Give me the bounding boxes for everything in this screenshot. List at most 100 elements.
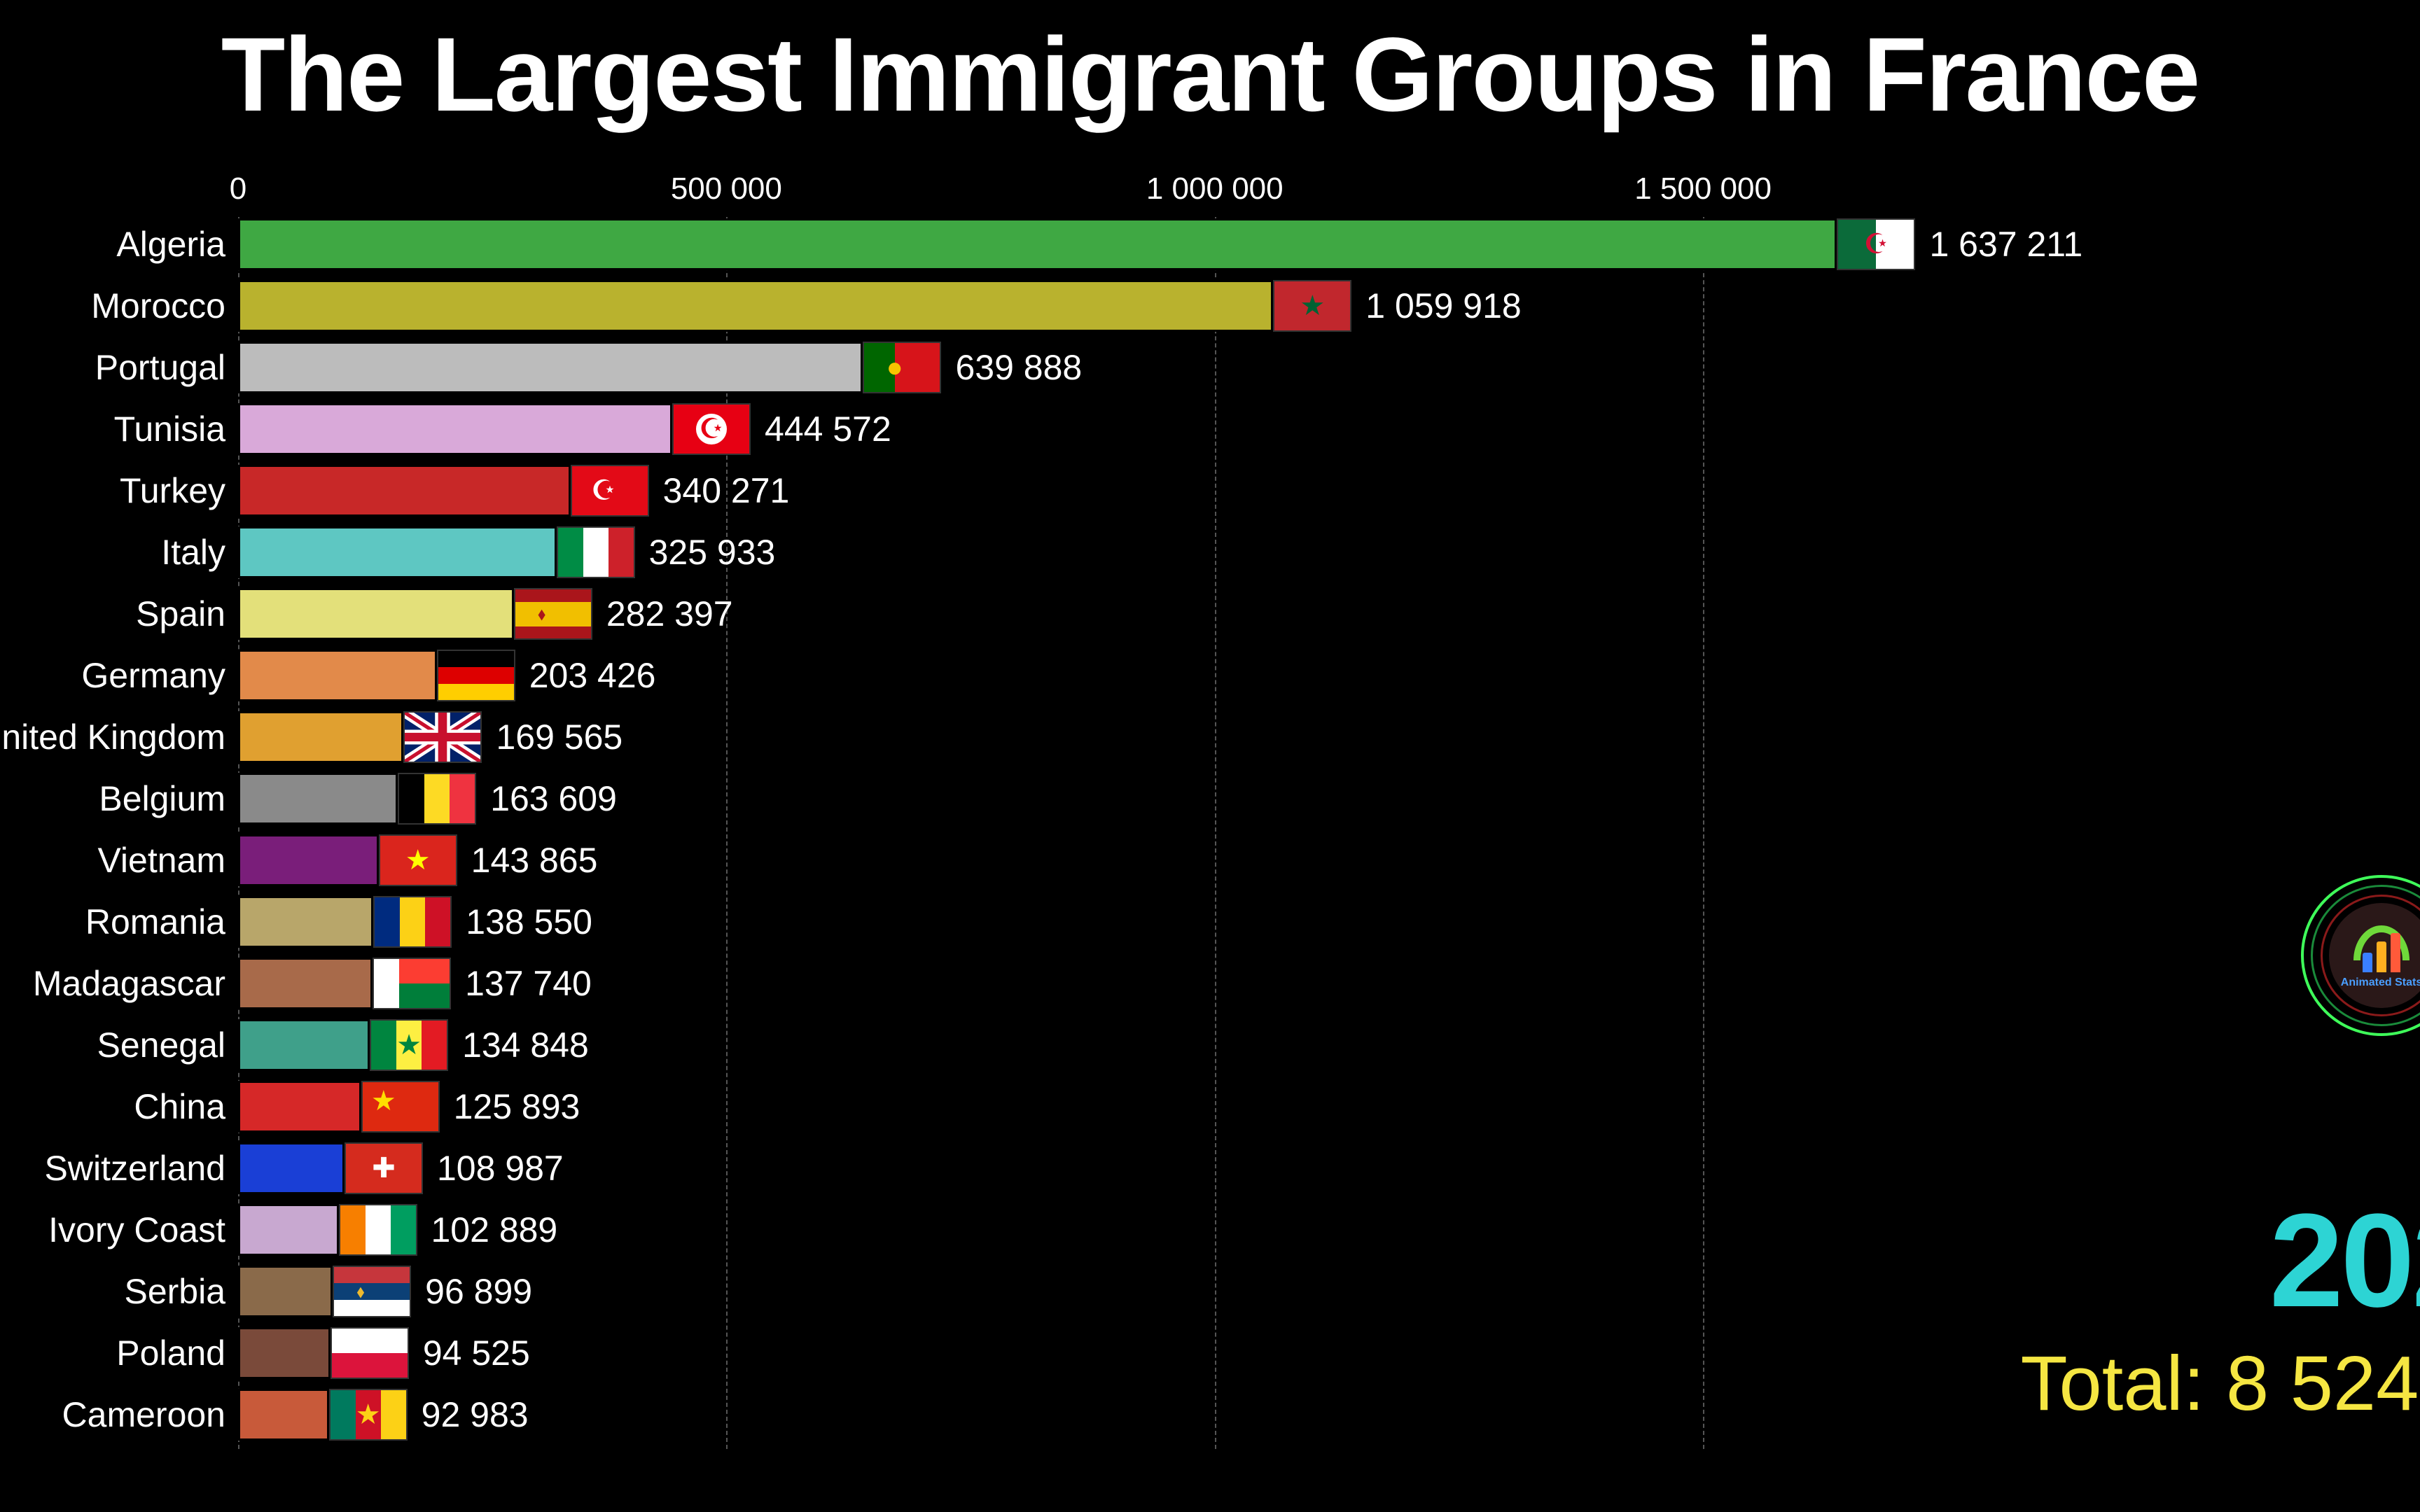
logo-text: Animated Stats xyxy=(2341,976,2420,989)
country-label: Tunisia xyxy=(114,409,225,449)
country-label: Switzerland xyxy=(45,1148,225,1189)
flag-icon xyxy=(398,773,476,825)
flag-icon: ☪ xyxy=(1837,218,1915,270)
country-label: Vietnam xyxy=(97,840,225,881)
bar xyxy=(238,1081,361,1133)
flag-icon xyxy=(403,711,482,763)
value-label: 96 899 xyxy=(425,1271,532,1312)
country-label: Algeria xyxy=(116,224,225,265)
country-label: Serbia xyxy=(124,1271,225,1312)
bar-row: Germany203 426 xyxy=(238,648,2094,703)
bar xyxy=(238,711,403,763)
chart-title: The Largest Immigrant Groups in France xyxy=(221,14,2199,135)
value-label: 340 271 xyxy=(663,470,790,511)
country-label: Belgium xyxy=(99,778,225,819)
flag-icon xyxy=(339,1204,417,1256)
value-label: 163 609 xyxy=(490,778,617,819)
value-label: 1 059 918 xyxy=(1365,286,1521,326)
country-label: Spain xyxy=(136,594,225,634)
country-label: United Kingdom xyxy=(0,717,225,757)
value-label: 203 426 xyxy=(529,655,656,696)
flag-icon: ★ xyxy=(1273,280,1351,332)
bar-row: Senegal★134 848 xyxy=(238,1018,2094,1072)
bar-row: Romania138 550 xyxy=(238,895,2094,949)
country-label: Romania xyxy=(85,902,225,942)
bar xyxy=(238,1142,345,1194)
flag-icon: ★ xyxy=(379,834,457,886)
value-label: 282 397 xyxy=(606,594,733,634)
bar xyxy=(238,773,398,825)
value-label: 639 888 xyxy=(955,347,1082,388)
bar-row: Belgium163 609 xyxy=(238,771,2094,826)
bar-row: Vietnam★143 865 xyxy=(238,833,2094,888)
flag-icon: ● xyxy=(863,342,941,393)
flag-icon xyxy=(373,958,451,1009)
value-label: 137 740 xyxy=(465,963,592,1004)
axis-tick: 1 500 000 xyxy=(1634,172,1772,206)
country-label: Germany xyxy=(81,655,225,696)
bar-row: Tunisia☪444 572 xyxy=(238,402,2094,456)
bar-row: Turkey☪340 271 xyxy=(238,463,2094,518)
x-axis: 0500 0001 000 0001 500 000 xyxy=(238,172,2094,214)
total-display: Total: 8 524 8 xyxy=(2021,1339,2420,1428)
value-label: 143 865 xyxy=(471,840,598,881)
value-label: 108 987 xyxy=(437,1148,564,1189)
country-label: Cameroon xyxy=(62,1394,225,1435)
bar xyxy=(238,218,1837,270)
value-label: 102 889 xyxy=(431,1210,558,1250)
flag-icon: ★ xyxy=(361,1081,440,1133)
bar xyxy=(238,1327,331,1379)
bar-row: Cameroon★92 983 xyxy=(238,1387,2094,1442)
value-label: 325 933 xyxy=(649,532,776,573)
value-label: 1 637 211 xyxy=(1929,224,2082,265)
bar xyxy=(238,834,379,886)
bar-row: China★125 893 xyxy=(238,1079,2094,1134)
bar-row: Morocco★1 059 918 xyxy=(238,279,2094,333)
value-label: 444 572 xyxy=(765,409,891,449)
bar-row: Italy325 933 xyxy=(238,525,2094,580)
country-label: Morocco xyxy=(91,286,225,326)
country-label: Turkey xyxy=(120,470,225,511)
flag-icon: ⬪ xyxy=(333,1266,411,1317)
value-label: 94 525 xyxy=(423,1333,530,1373)
flag-icon: ☪ xyxy=(571,465,649,517)
bar xyxy=(238,588,514,640)
bar xyxy=(238,1389,329,1441)
country-label: China xyxy=(134,1086,225,1127)
country-label: Italy xyxy=(161,532,225,573)
bar-row: Ivory Coast102 889 xyxy=(238,1203,2094,1257)
bar-row: Algeria☪1 637 211 xyxy=(238,217,2094,272)
country-label: Poland xyxy=(116,1333,225,1373)
bar xyxy=(238,465,571,517)
country-label: Ivory Coast xyxy=(48,1210,225,1250)
flag-icon: ✚ xyxy=(345,1142,423,1194)
value-label: 138 550 xyxy=(466,902,592,942)
bar xyxy=(238,1204,339,1256)
bar xyxy=(238,280,1273,332)
bar xyxy=(238,958,373,1009)
bar xyxy=(238,896,373,948)
bar xyxy=(238,526,557,578)
bar xyxy=(238,650,437,701)
flag-icon xyxy=(437,650,515,701)
country-label: Portugal xyxy=(95,347,225,388)
bar xyxy=(238,403,672,455)
axis-tick: 0 xyxy=(230,172,246,206)
bar xyxy=(238,1266,333,1317)
bar-row: United Kingdom 169 565 xyxy=(238,710,2094,764)
bar-row: Madagascar137 740 xyxy=(238,956,2094,1011)
flag-icon xyxy=(331,1327,409,1379)
country-label: Senegal xyxy=(97,1025,226,1065)
flag-icon xyxy=(373,896,452,948)
flag-icon: ★ xyxy=(329,1389,408,1441)
bar-row: Serbia⬪96 899 xyxy=(238,1264,2094,1319)
value-label: 134 848 xyxy=(462,1025,589,1065)
year-display: 202 xyxy=(2269,1184,2420,1337)
flag-icon xyxy=(557,526,635,578)
bar xyxy=(238,342,863,393)
flag-icon: ☪ xyxy=(672,403,751,455)
value-label: 92 983 xyxy=(422,1394,529,1435)
bar xyxy=(238,1019,370,1071)
bar-row: Poland94 525 xyxy=(238,1326,2094,1380)
bar-row: Spain⬪282 397 xyxy=(238,587,2094,641)
